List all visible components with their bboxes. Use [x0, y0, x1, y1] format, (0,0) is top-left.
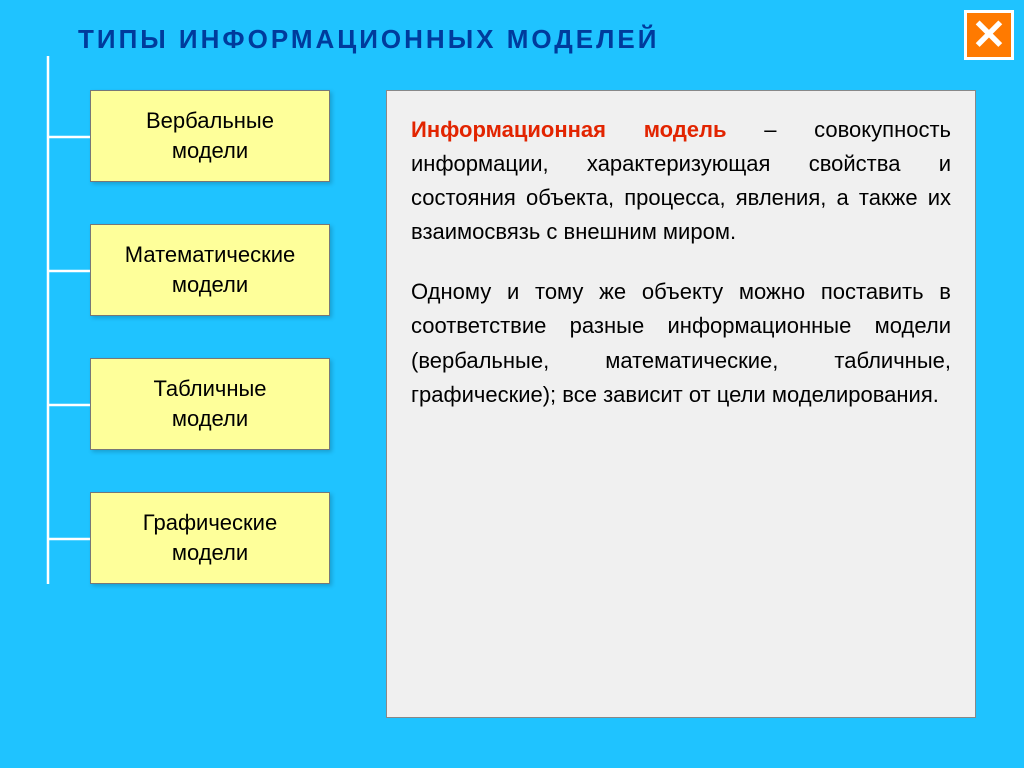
model-verbal[interactable]: Вербальныемодели — [90, 90, 330, 182]
model-label: Вербальныемодели — [146, 106, 274, 165]
model-label: Табличныемодели — [153, 374, 266, 433]
content-panel: Информационная модель – совокупность инф… — [386, 90, 976, 718]
model-label: Математическиемодели — [125, 240, 295, 299]
close-icon: ✕ — [971, 14, 1006, 56]
term-highlight: Информационная модель — [411, 117, 727, 142]
close-button[interactable]: ✕ — [964, 10, 1014, 60]
second-paragraph: Одному и тому же объекту можно поставить… — [411, 275, 951, 411]
model-graphic[interactable]: Графическиемодели — [90, 492, 330, 584]
slide-title: ТИПЫ ИНФОРМАЦИОННЫХ МОДЕЛЕЙ — [78, 24, 659, 55]
model-table[interactable]: Табличныемодели — [90, 358, 330, 450]
slide: ТИПЫ ИНФОРМАЦИОННЫХ МОДЕЛЕЙ ✕ Вербальные… — [0, 0, 1024, 768]
models-list: Вербальныемодели Математическиемодели Та… — [30, 90, 330, 626]
definition-paragraph: Информационная модель – совокупность инф… — [411, 113, 951, 249]
model-label: Графическиемодели — [143, 508, 277, 567]
model-math[interactable]: Математическиемодели — [90, 224, 330, 316]
